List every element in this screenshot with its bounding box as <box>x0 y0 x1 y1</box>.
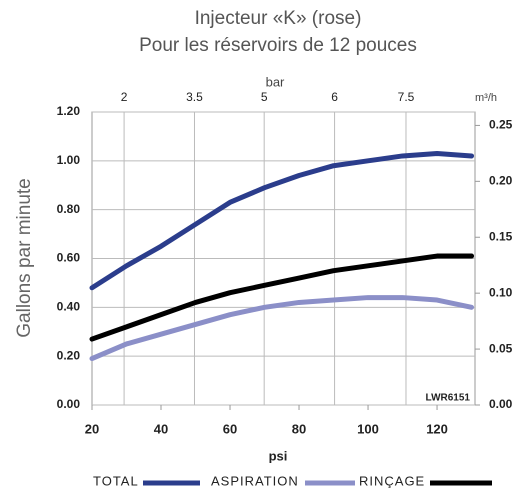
x2-axis-label: bar <box>266 74 285 89</box>
y2-tick-label: 0.25 <box>489 118 513 132</box>
x-tick-label: 100 <box>357 421 379 436</box>
x2-tick-label: 2 <box>121 90 128 104</box>
y-tick-label: 1.20 <box>57 104 81 118</box>
x-tick-label: 120 <box>426 421 448 436</box>
x2-tick-label: 7.5 <box>398 90 415 104</box>
legend-label: TOTAL <box>93 473 139 488</box>
data-line <box>89 295 475 362</box>
x2-tick-label: 5 <box>261 90 268 104</box>
annotation: LWR6151 <box>426 393 471 404</box>
y2-axis-label: m³/h <box>475 92 497 104</box>
x-tick-label: 60 <box>223 421 237 436</box>
y-tick-label: 0.00 <box>57 397 81 411</box>
y-tick-label: 1.00 <box>57 153 81 167</box>
x2-tick-label: 3.5 <box>186 90 203 104</box>
y-tick-label: 0.80 <box>57 202 81 216</box>
y2-tick-label: 0.20 <box>489 174 513 188</box>
legend-label: ASPIRATION <box>211 473 299 488</box>
x-axis-label: psi <box>269 448 288 463</box>
y-tick-label: 0.60 <box>57 251 81 265</box>
y-axis-label: Gallons par minute <box>14 178 35 337</box>
data-line <box>89 151 475 291</box>
y2-tick-label: 0.00 <box>489 397 513 411</box>
x-tick-label: 80 <box>292 421 306 436</box>
chart-subtitle: Pour les réservoirs de 12 pouces <box>139 35 417 56</box>
data-line <box>89 253 475 342</box>
x-tick-label: 40 <box>154 421 168 436</box>
y2-tick-label: 0.10 <box>489 285 513 299</box>
y2-tick-label: 0.05 <box>489 341 513 355</box>
y2-tick-label: 0.15 <box>489 229 513 243</box>
x-tick-label: 20 <box>85 421 99 436</box>
x2-tick-label: 6 <box>331 90 338 104</box>
y-tick-label: 0.20 <box>57 348 81 362</box>
y-tick-label: 0.40 <box>57 300 81 314</box>
chart-title: Injecteur «K» (rose) <box>195 8 362 29</box>
legend-label: RINÇAGE <box>359 473 425 488</box>
